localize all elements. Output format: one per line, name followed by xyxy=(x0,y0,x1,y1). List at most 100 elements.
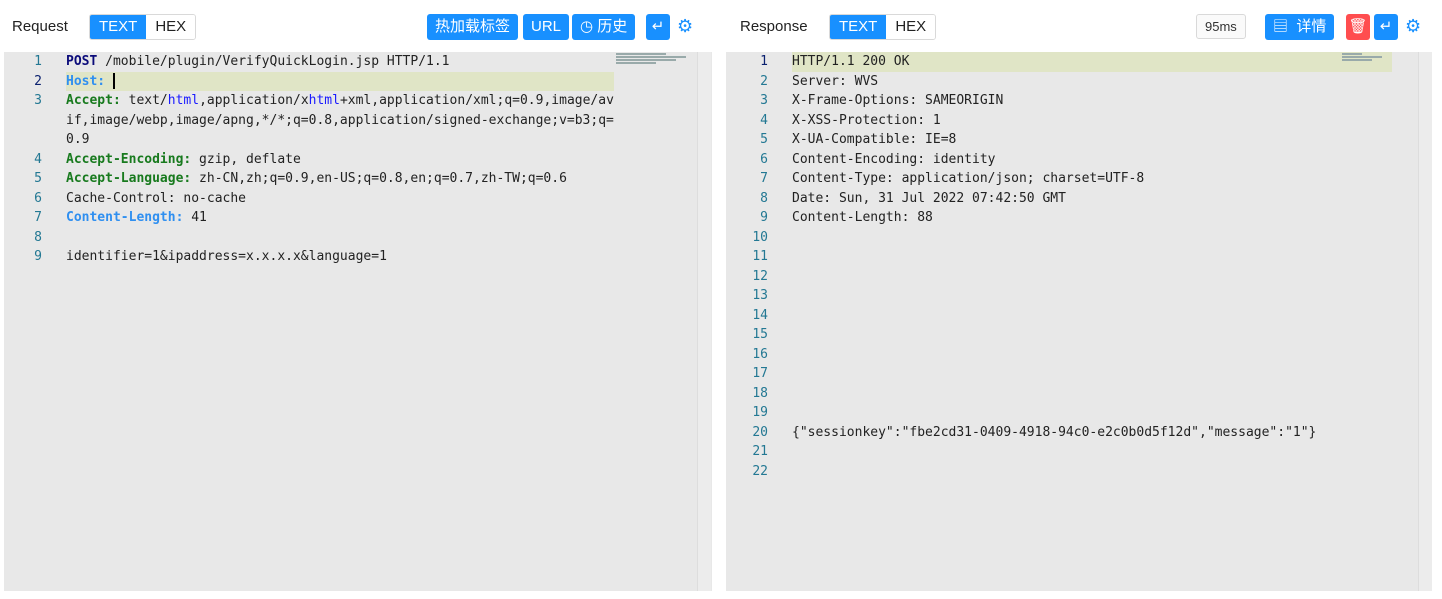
line-text[interactable] xyxy=(792,325,1392,345)
code-line[interactable]: 9 identifier=1&ipaddress=x.x.x.x&language… xyxy=(4,247,614,267)
code-line[interactable]: 6 Cache-Control: no-cache xyxy=(4,189,614,209)
line-text[interactable] xyxy=(792,228,1392,248)
line-number: 9 xyxy=(34,249,42,264)
request-minimap[interactable] xyxy=(616,52,698,92)
line-text[interactable] xyxy=(792,384,1392,404)
line-text[interactable] xyxy=(792,247,1392,267)
request-scrollbar[interactable] xyxy=(697,52,711,591)
request-hex-tab[interactable]: HEX xyxy=(146,15,196,39)
line-text[interactable] xyxy=(792,345,1392,365)
code-line[interactable]: 7 Content-Length: 41 xyxy=(4,208,614,228)
code-line[interactable]: 3 X-Frame-Options: SAMEORIGIN xyxy=(730,91,1392,111)
text-cursor xyxy=(112,73,115,89)
code-text: gzip, deflate xyxy=(191,151,301,167)
code-line[interactable]: 22 xyxy=(730,462,1392,482)
line-text[interactable]: Date: Sun, 31 Jul 2022 07:42:50 GMT xyxy=(792,189,1392,209)
code-line[interactable]: 20 {"sessionkey":"fbe2cd31-0409-4918-94c0… xyxy=(730,423,1392,443)
code-line[interactable]: 11 xyxy=(730,247,1392,267)
code-line[interactable]: 18 xyxy=(730,384,1392,404)
line-text[interactable]: Server: WVS xyxy=(792,72,1392,92)
line-text[interactable]: X-Frame-Options: SAMEORIGIN xyxy=(792,91,1392,111)
code-line[interactable]: 3 Accept: text/html,application/xhtml+xml… xyxy=(4,91,614,150)
request-editor[interactable]: 1 POST /mobile/plugin/VerifyQuickLogin.js… xyxy=(4,52,712,591)
response-scrollbar[interactable] xyxy=(1418,52,1432,591)
code-line[interactable]: 12 xyxy=(730,267,1392,287)
response-text-tab[interactable]: TEXT xyxy=(830,15,887,39)
line-text[interactable]: Content-Length: 88 xyxy=(792,208,1392,228)
code-line[interactable]: 2 Server: WVS xyxy=(730,72,1392,92)
details-button[interactable]: ▤ 详情 xyxy=(1265,14,1335,40)
history-button[interactable]: ◷ 历史 xyxy=(572,14,636,40)
code-line[interactable]: 17 xyxy=(730,364,1392,384)
line-text[interactable] xyxy=(792,403,1392,423)
line-text[interactable]: Accept-Language: zh-CN,zh;q=0.9,en-US;q=… xyxy=(66,169,614,189)
line-text[interactable] xyxy=(66,228,614,248)
code-line[interactable]: 16 xyxy=(730,345,1392,365)
line-text[interactable] xyxy=(792,306,1392,326)
code-line[interactable]: 1 HTTP/1.1 200 OK xyxy=(730,52,1392,72)
line-number: 18 xyxy=(752,385,768,401)
delete-button[interactable]: 🗑 xyxy=(1346,14,1370,40)
response-editor[interactable]: 1 HTTP/1.1 200 OK 2 Server: WVS 3 X-Frame-Opt… xyxy=(726,52,1432,591)
header-name: html xyxy=(167,93,200,108)
line-number: 2 xyxy=(760,73,768,89)
code-line[interactable]: 13 xyxy=(730,286,1392,306)
code-text: Cache-Control: no-cache xyxy=(66,190,247,206)
code-line[interactable]: 4 X-XSS-Protection: 1 xyxy=(730,111,1392,131)
line-text[interactable]: X-UA-Compatible: IE=8 xyxy=(792,130,1392,150)
line-number: 4 xyxy=(34,151,42,167)
code-line[interactable]: 8 xyxy=(4,228,614,248)
code-line[interactable]: 4 Accept-Encoding: gzip, deflate xyxy=(4,150,614,170)
url-button[interactable]: URL xyxy=(523,14,570,40)
settings-gear-icon[interactable]: ⚙ xyxy=(1405,16,1422,36)
line-text[interactable]: Cache-Control: no-cache xyxy=(66,189,614,209)
code-line[interactable]: 19 xyxy=(730,403,1392,423)
hotload-tags-button[interactable]: 热加载标签 xyxy=(427,14,519,40)
code-line[interactable]: 2 Host: xyxy=(4,71,614,91)
code-text: identifier=1&ipaddress=x.x.x.x&language=… xyxy=(66,249,387,264)
document-icon: ▤ xyxy=(1273,18,1289,35)
code-line[interactable]: 5 X-UA-Compatible: IE=8 xyxy=(730,130,1392,150)
line-text[interactable]: Content-Encoding: identity xyxy=(792,150,1392,170)
line-text[interactable] xyxy=(792,267,1392,287)
request-mode-toggle: TEXT HEX xyxy=(89,14,197,40)
code-line[interactable]: 5 Accept-Language: zh-CN,zh;q=0.9,en-US;q… xyxy=(4,169,614,189)
line-text[interactable]: Accept: text/html,application/xhtml+xml,… xyxy=(66,91,614,150)
code-line[interactable]: 15 xyxy=(730,325,1392,345)
line-text[interactable] xyxy=(792,286,1392,306)
response-minimap[interactable] xyxy=(1342,52,1424,92)
history-label: 历史 xyxy=(597,18,628,35)
code-line[interactable]: 10 xyxy=(730,228,1392,248)
line-text[interactable] xyxy=(792,462,1392,482)
code-line[interactable]: 21 xyxy=(730,442,1392,462)
line-text[interactable]: {"sessionkey":"fbe2cd31-0409-4918-94c0-e… xyxy=(792,423,1392,443)
line-text[interactable] xyxy=(792,364,1392,384)
line-text[interactable]: X-XSS-Protection: 1 xyxy=(792,111,1392,131)
response-code[interactable]: 1 HTTP/1.1 200 OK 2 Server: WVS 3 X-Frame-Opt… xyxy=(730,52,1392,481)
line-text[interactable]: Content-Type: application/json; charset=… xyxy=(792,169,1392,189)
code-line[interactable]: 7 Content-Type: application/json; charset… xyxy=(730,169,1392,189)
wrap-button[interactable]: ↵ xyxy=(646,14,670,40)
code-line[interactable]: 14 xyxy=(730,306,1392,326)
code-line[interactable]: 9 Content-Length: 88 xyxy=(730,208,1392,228)
request-panel: Request TEXT HEX 热加载标签 URL ◷ 历史 ↵ ⚙ 1 POS… xyxy=(0,0,712,599)
response-hex-tab[interactable]: HEX xyxy=(886,15,936,39)
settings-gear-icon[interactable]: ⚙ xyxy=(677,16,694,36)
line-text[interactable]: POST /mobile/plugin/VerifyQuickLogin.jsp… xyxy=(66,52,614,72)
line-text[interactable]: Content-Length: 41 xyxy=(66,208,614,228)
line-number: 1 xyxy=(34,54,42,69)
response-header: Response TEXT HEX 95ms ▤ 详情 🗑 ↵ ⚙ xyxy=(726,0,1432,52)
line-number: 6 xyxy=(760,151,768,167)
wrap-button[interactable]: ↵ xyxy=(1374,14,1398,40)
line-text[interactable]: identifier=1&ipaddress=x.x.x.x&language=… xyxy=(66,247,614,267)
code-line[interactable]: 6 Content-Encoding: identity xyxy=(730,150,1392,170)
code-line[interactable]: 8 Date: Sun, 31 Jul 2022 07:42:50 GMT xyxy=(730,189,1392,209)
line-text[interactable]: HTTP/1.1 200 OK xyxy=(792,52,1392,72)
request-code[interactable]: 1 POST /mobile/plugin/VerifyQuickLogin.js… xyxy=(4,52,614,267)
header-name: Accept-Encoding: xyxy=(66,151,192,167)
request-text-tab[interactable]: TEXT xyxy=(90,15,147,39)
line-text[interactable] xyxy=(792,442,1392,462)
line-text[interactable]: Host: xyxy=(66,71,614,91)
code-line[interactable]: 1 POST /mobile/plugin/VerifyQuickLogin.js… xyxy=(4,52,614,72)
line-text[interactable]: Accept-Encoding: gzip, deflate xyxy=(66,150,614,170)
